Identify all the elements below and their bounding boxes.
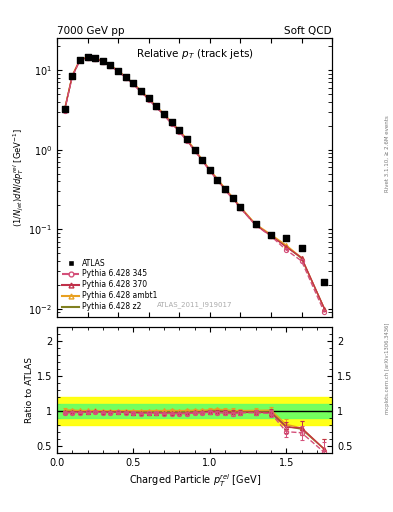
Point xyxy=(184,135,190,143)
Point xyxy=(321,278,328,286)
Text: mcplots.cern.ch [arXiv:1306.3436]: mcplots.cern.ch [arXiv:1306.3436] xyxy=(385,323,390,414)
Point xyxy=(161,110,167,118)
Point xyxy=(230,194,236,202)
Point xyxy=(84,53,91,61)
Point xyxy=(145,94,152,102)
Point xyxy=(268,231,274,239)
Point xyxy=(92,54,98,62)
Point xyxy=(123,73,129,81)
Point xyxy=(191,145,198,154)
Text: 7000 GeV pp: 7000 GeV pp xyxy=(57,26,125,36)
Point xyxy=(237,203,244,211)
Y-axis label: Ratio to ATLAS: Ratio to ATLAS xyxy=(25,357,34,423)
Point xyxy=(214,176,220,184)
Point xyxy=(77,56,83,64)
Point xyxy=(153,102,160,111)
Text: ATLAS_2011_I919017: ATLAS_2011_I919017 xyxy=(157,302,232,308)
Point xyxy=(69,72,75,80)
Y-axis label: $(1/N_{jet})dN/dp_T^{rel}$ [GeV$^{-1}$]: $(1/N_{jet})dN/dp_T^{rel}$ [GeV$^{-1}$] xyxy=(11,128,26,227)
Point xyxy=(207,166,213,175)
Point xyxy=(115,67,121,75)
Point xyxy=(130,79,136,88)
Text: Rivet 3.1.10, ≥ 2.6M events: Rivet 3.1.10, ≥ 2.6M events xyxy=(385,115,390,192)
Point xyxy=(100,57,106,65)
Point xyxy=(199,156,205,164)
Point xyxy=(176,126,182,135)
Text: Soft QCD: Soft QCD xyxy=(285,26,332,36)
Point xyxy=(283,234,289,242)
Point xyxy=(222,185,228,193)
X-axis label: Charged Particle $p_T^{rel}$ [GeV]: Charged Particle $p_T^{rel}$ [GeV] xyxy=(129,472,261,489)
Point xyxy=(169,118,175,126)
Point xyxy=(61,105,68,114)
Text: Relative $p_T$ (track jets): Relative $p_T$ (track jets) xyxy=(136,47,253,61)
Point xyxy=(107,61,114,69)
Point xyxy=(138,87,144,95)
Point xyxy=(298,244,305,252)
Point xyxy=(253,220,259,228)
Legend: ATLAS, Pythia 6.428 345, Pythia 6.428 370, Pythia 6.428 ambt1, Pythia 6.428 z2: ATLAS, Pythia 6.428 345, Pythia 6.428 37… xyxy=(61,257,159,313)
